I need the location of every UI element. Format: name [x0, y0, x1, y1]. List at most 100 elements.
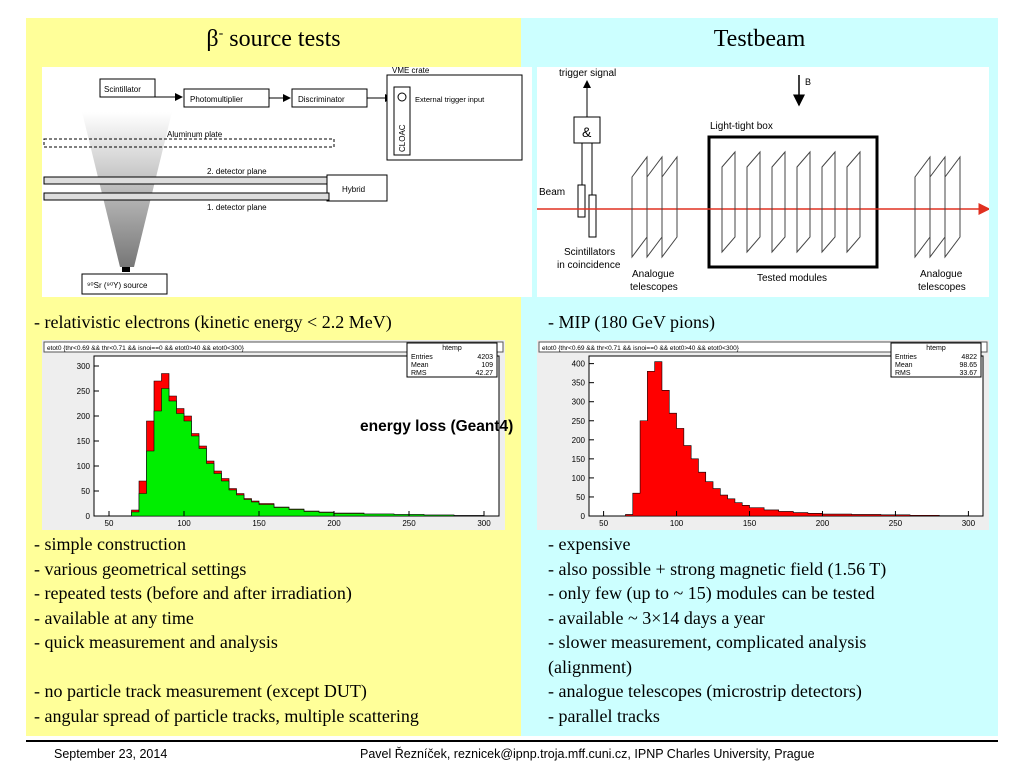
list-item: - simple construction	[34, 534, 186, 554]
detector-plane-1	[43, 192, 330, 201]
right-pros-list: - expensive - also possible + strong mag…	[548, 532, 886, 728]
x-tick-label: 300	[962, 519, 976, 528]
aluminum-plate	[43, 138, 335, 148]
x-tick-label: 50	[599, 519, 608, 528]
y-tick-label: 0	[581, 512, 586, 521]
y-tick-label: 50	[81, 487, 90, 496]
b-field-label: B	[805, 77, 811, 87]
light-tight-box-label: Light-tight box	[710, 121, 773, 132]
y-tick-label: 300	[77, 362, 91, 371]
list-item: - slower measurement, complicated analys…	[548, 632, 867, 652]
y-tick-label: 300	[572, 398, 586, 407]
stats-value: 109	[481, 362, 493, 369]
list-item: - only few (up to ~ 15) modules can be t…	[548, 583, 875, 603]
hybrid-label: Hybrid	[342, 185, 365, 194]
energy-loss-label: energy loss (Geant4)	[360, 418, 514, 435]
scintillator-2	[588, 194, 597, 238]
x-tick-label: 200	[816, 519, 830, 528]
testbeam-setup-diagram: trigger signal & B Light-tight box Beam …	[537, 67, 989, 297]
y-tick-label: 200	[77, 412, 91, 421]
stats-value: 98.65	[959, 362, 977, 369]
x-tick-label: 250	[889, 519, 903, 528]
y-tick-label: 250	[572, 417, 586, 426]
electron-cone	[82, 112, 172, 267]
stats-label: RMS	[895, 370, 911, 377]
x-tick-label: 50	[105, 519, 114, 528]
and-gate-label: &	[582, 124, 592, 140]
y-tick-label: 100	[572, 474, 586, 483]
scintillator-box	[99, 78, 156, 98]
tested-modules-label: Tested modules	[757, 273, 827, 284]
y-tick-label: 150	[77, 437, 91, 446]
list-item: (alignment)	[548, 656, 632, 677]
series-red	[618, 361, 976, 517]
stats-label: Mean	[411, 362, 429, 369]
external-trigger-label: External trigger input	[415, 95, 485, 104]
telescope-planes-left	[631, 155, 678, 259]
aluminum-plate-label: Aluminum plate	[167, 130, 223, 139]
cloac-label: CLOAC	[398, 124, 407, 152]
x-tick-label: 200	[327, 519, 341, 528]
cloac-box	[393, 86, 411, 156]
plane2-label: 2. detector plane	[207, 167, 267, 176]
right-title: Testbeam	[713, 26, 806, 52]
detector-plane-2	[43, 176, 330, 185]
trigger-connector-icon	[397, 92, 407, 102]
stats-value: 42.27	[475, 370, 493, 377]
stats-box	[406, 342, 498, 378]
source-marker	[122, 267, 130, 272]
footer-author: Pavel Řezníček, reznicek@ipnp.troja.mff.…	[360, 747, 815, 761]
beta-setup-diagram: Scintillator Photomultiplier Discriminat…	[42, 67, 532, 297]
y-tick-label: 100	[77, 462, 91, 471]
x-tick-label: 150	[252, 519, 266, 528]
x-tick-label: 100	[177, 519, 191, 528]
list-item: - analogue telescopes (microstrip detect…	[548, 681, 862, 701]
vme-crate-label: VME crate	[392, 67, 430, 75]
hist-title-bar	[43, 341, 504, 353]
list-item: - also possible + strong magnetic field …	[548, 558, 887, 579]
y-tick-label: 200	[572, 436, 586, 445]
hist-title: etot0 {thr<0.69 && thr<0.71 && isnoi==0 …	[542, 345, 740, 352]
discriminator-label: Discriminator	[298, 95, 345, 104]
y-tick-label: 50	[576, 493, 585, 502]
footer-rule	[26, 740, 998, 742]
left-title: β- source tests	[206, 26, 341, 52]
histogram-beta: etot0 {thr<0.69 && thr<0.71 && isnoi==0 …	[42, 340, 505, 530]
stats-label: Entries	[411, 354, 433, 361]
scintillator-label: Scintillator	[104, 85, 141, 94]
list-item: - available ~ 3×14 days a year	[548, 607, 765, 628]
tested-modules	[721, 150, 861, 254]
photomultiplier-label: Photomultiplier	[190, 95, 243, 104]
hybrid-box	[326, 174, 388, 202]
y-tick-label: 350	[572, 379, 586, 388]
source-label: ⁹⁰Sr (⁹⁰Y) source	[87, 281, 148, 290]
footer-date: September 23, 2014	[54, 747, 168, 761]
list-spacer	[34, 655, 419, 680]
hist-title: etot0 {thr<0.69 && thr<0.71 && isnoi==0 …	[47, 345, 245, 352]
stats-value: 4203	[477, 354, 493, 361]
list-item: - quick measurement and analysis	[34, 632, 278, 652]
stats-name: htemp	[442, 345, 462, 352]
scintillator-1	[577, 184, 586, 218]
analogue-telescopes-right-2: telescopes	[918, 282, 966, 293]
stats-name: htemp	[926, 345, 946, 352]
trigger-signal-label: trigger signal	[559, 68, 616, 79]
hist-title-bar	[538, 341, 988, 353]
light-tight-box	[707, 135, 879, 269]
list-item: - no particle track measurement (except …	[34, 681, 367, 701]
y-tick-label: 0	[86, 512, 91, 521]
analogue-telescopes-right-1: Analogue	[920, 269, 963, 280]
x-tick-label: 250	[402, 519, 416, 528]
scintillators-label-2: in coincidence	[557, 260, 621, 271]
analogue-telescopes-left-1: Analogue	[632, 269, 675, 280]
stats-box	[890, 342, 982, 378]
x-tick-label: 150	[743, 519, 757, 528]
list-item: - repeated tests (before and after irrad…	[34, 583, 352, 603]
list-item: - parallel tracks	[548, 705, 660, 726]
telescope-planes-right	[914, 155, 961, 259]
beam-label: Beam	[539, 187, 565, 198]
stats-label: Mean	[895, 362, 913, 369]
list-item: - available at any time	[34, 607, 194, 628]
plane1-label: 1. detector plane	[207, 203, 267, 212]
y-tick-label: 400	[572, 360, 586, 369]
